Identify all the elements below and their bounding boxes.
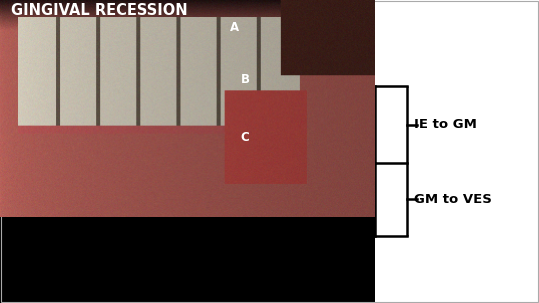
Text: C: C xyxy=(241,132,250,144)
Text: GM to VES: GM to VES xyxy=(414,194,492,206)
Text: B: B xyxy=(241,73,250,86)
Text: VD = (A-B) + (B-C): VD = (A-B) + (B-C) xyxy=(179,288,317,300)
Text: VD = (IE to GM) + (GM to VES): VD = (IE to GM) + (GM to VES) xyxy=(134,247,362,259)
Text: A: A xyxy=(230,22,239,34)
Text: IE to GM: IE to GM xyxy=(414,118,477,131)
Text: GINGIVAL RECESSION: GINGIVAL RECESSION xyxy=(11,3,188,18)
Text: OR: OR xyxy=(237,268,259,281)
Bar xyxy=(0,86,375,303)
